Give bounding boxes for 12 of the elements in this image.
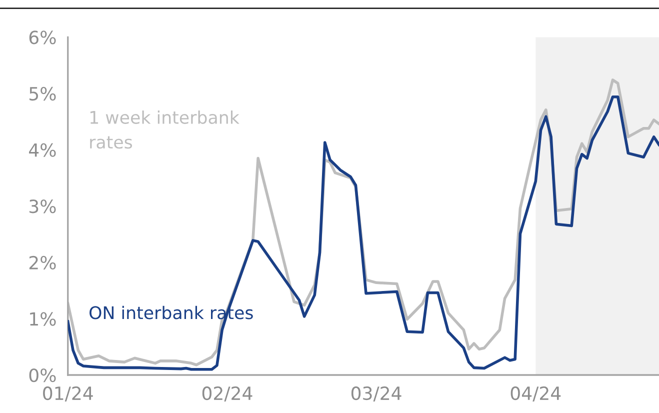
series-label: 1 week interbank rates <box>90 110 240 149</box>
x-tick-label: 04/24 <box>510 386 561 402</box>
y-tick-label: 3% <box>30 200 56 214</box>
x-tick-label: 02/24 <box>202 386 252 402</box>
y-tick-label: 6% <box>29 30 56 44</box>
y-tick-label: 1% <box>30 312 56 326</box>
y-tick-label: 0% <box>29 368 56 382</box>
x-tick-label: 01/24 <box>43 386 93 402</box>
y-tick-label: 5% <box>30 86 56 101</box>
y-tick-label: 2% <box>29 256 56 270</box>
y-tick-label: 4% <box>29 143 56 157</box>
x-tick-label: 03/24 <box>351 386 402 402</box>
